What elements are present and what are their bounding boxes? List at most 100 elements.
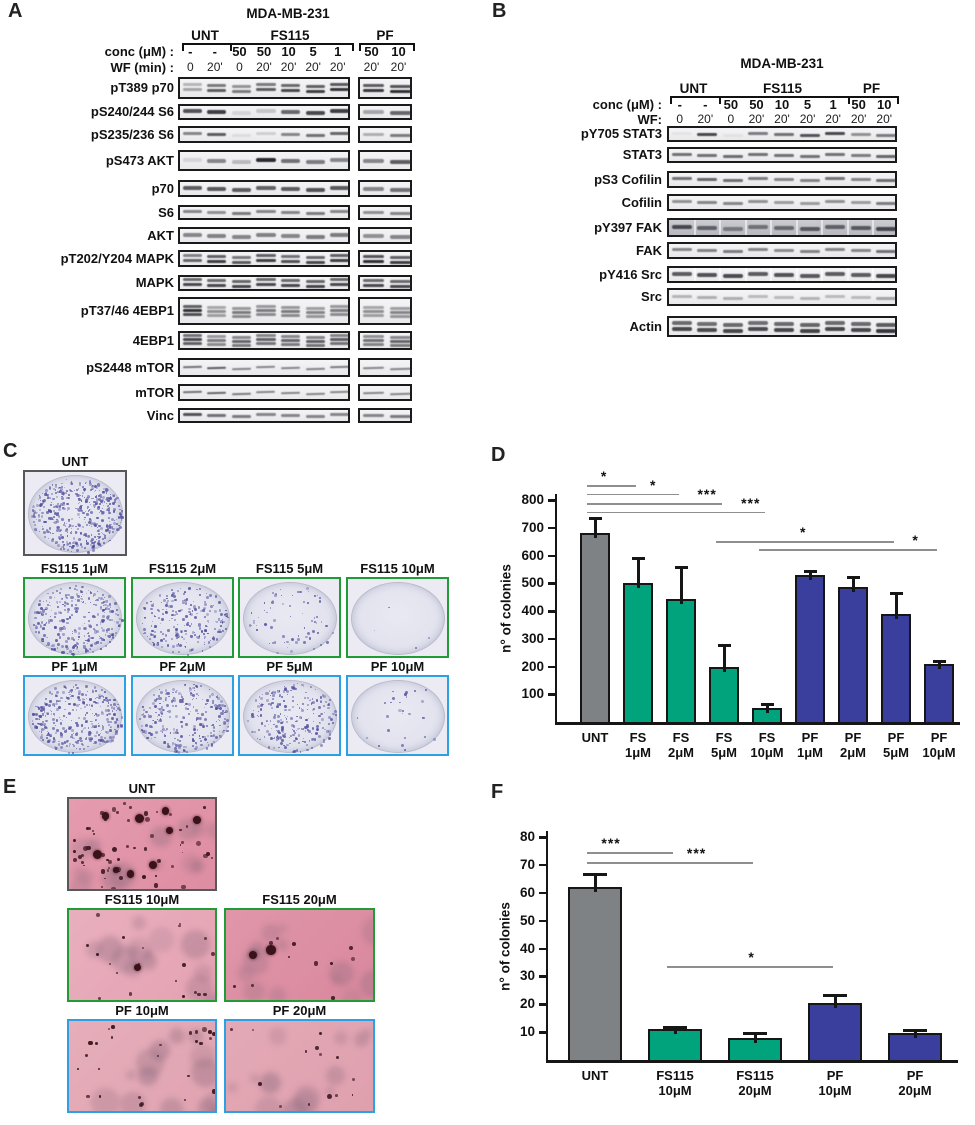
agar-blob [282, 1099, 308, 1111]
colony-dot [106, 696, 109, 699]
colony-dot [263, 610, 265, 612]
colony-dot [415, 647, 418, 650]
colony-dot [204, 644, 206, 646]
colony-dot [198, 735, 201, 737]
colony-dot [100, 621, 103, 623]
colony-dot [199, 685, 202, 688]
colony-dot [184, 746, 187, 748]
agar-colony [174, 980, 177, 982]
colony-dot [67, 751, 71, 754]
protein-band [825, 271, 846, 276]
colony-dot [83, 518, 86, 521]
colony-dot [293, 683, 296, 686]
y-tick-label: 50 [519, 912, 535, 928]
colony-dot [172, 697, 175, 700]
lane-separator [846, 268, 849, 281]
colony-dot [308, 740, 311, 742]
colony-dot [118, 516, 120, 518]
colony-dot [210, 605, 213, 608]
colony-dot [53, 505, 56, 509]
colony-dot [61, 518, 65, 522]
colony-dot [310, 732, 313, 735]
colony-dot [195, 636, 198, 638]
protein-band [256, 258, 276, 262]
colony-dot [152, 719, 154, 721]
colony-dot [34, 616, 38, 620]
colony-dot [88, 637, 90, 639]
colony-dot [86, 495, 90, 499]
colony-dot [102, 487, 106, 490]
colony-dot [110, 513, 112, 515]
colony-dot [101, 538, 104, 541]
colony-dot [86, 698, 88, 700]
colony-dot [105, 630, 108, 633]
antibody-label: MAPK [135, 275, 174, 290]
colony-dot [64, 604, 66, 607]
blot-strip [358, 227, 412, 244]
colony-dot [272, 738, 274, 740]
antibody-label: pY397 FAK [594, 219, 662, 235]
error-bar-cap [588, 516, 602, 520]
agar-colony [143, 811, 149, 816]
colony-dot [327, 703, 331, 706]
protein-band [182, 413, 202, 416]
colony-dot [295, 720, 298, 723]
colony-dot [174, 598, 178, 602]
protein-band [671, 248, 692, 251]
colony-dot [98, 635, 101, 638]
x-category-label: FS115 10μM [656, 1068, 694, 1098]
protein-band [748, 271, 769, 276]
colony-dot [45, 606, 49, 610]
colony-dot [328, 722, 330, 725]
colony-dot [96, 612, 100, 616]
colony-dot [78, 482, 82, 485]
colony-dot [217, 630, 220, 634]
colony-dot [39, 730, 41, 732]
protein-band [330, 334, 350, 337]
colony-dot [53, 518, 55, 520]
colony-dot [99, 735, 103, 739]
colony-dot [107, 505, 109, 507]
error-bar-cap [583, 873, 607, 877]
colony-dot [97, 532, 100, 535]
protein-band [305, 234, 325, 239]
colony-dot [271, 701, 274, 704]
colony-dot [162, 599, 166, 603]
colony-dot [196, 588, 198, 591]
colony-dot [88, 481, 91, 484]
colony-dot [385, 714, 389, 718]
agar-colony [126, 844, 130, 848]
colony-dot [94, 725, 98, 728]
colony-dot [173, 732, 175, 734]
colony-dot [89, 720, 92, 723]
colony-dot [40, 607, 44, 611]
colony-dot [267, 724, 269, 726]
protein-band [799, 179, 820, 182]
colony-dot [45, 600, 48, 602]
colony-dot [149, 733, 153, 737]
colony-dot [158, 697, 162, 701]
colony-dot [34, 726, 38, 730]
colony-dot [295, 749, 299, 752]
colony-dot [50, 692, 54, 696]
colony-dot [104, 537, 107, 540]
colony-dot [56, 519, 60, 523]
protein-band [671, 271, 692, 276]
colony-dot [289, 716, 293, 720]
protein-band [305, 336, 325, 339]
colony-dot [81, 692, 85, 696]
colony-dot [299, 751, 302, 753]
colony-dot [101, 618, 105, 622]
colony-dot [68, 489, 71, 491]
wf-value: 20' [774, 112, 790, 126]
colony-dot [76, 686, 79, 689]
colony-dot [174, 634, 178, 637]
colony-dot [113, 510, 116, 513]
colony-dot [99, 544, 103, 547]
colony-dot [103, 698, 106, 702]
colony-dot [46, 733, 50, 737]
colony-dot [164, 735, 166, 737]
colony-dot [297, 727, 300, 731]
colony-dot [193, 633, 197, 637]
colony-dot [37, 631, 41, 634]
